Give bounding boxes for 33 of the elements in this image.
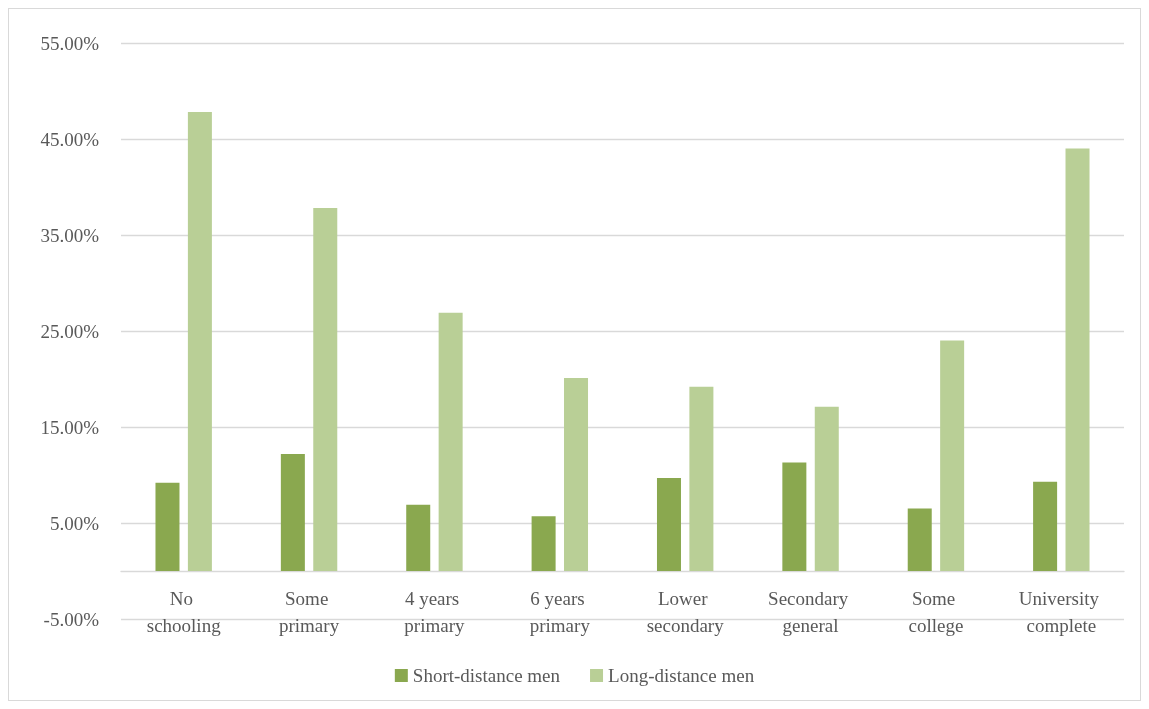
bar [155, 482, 180, 571]
x-tick-label: Some college [908, 587, 964, 636]
bar [564, 378, 589, 571]
y-tick-label: 45.00% [40, 128, 100, 150]
y-tick-label: 35.00% [40, 224, 100, 246]
bar [280, 453, 305, 571]
x-tick-label: University complete [1018, 587, 1104, 636]
legend-label: Long-distance men [608, 665, 755, 686]
y-tick-label: 25.00% [40, 320, 100, 342]
bar [656, 477, 681, 571]
y-tick-label: 5.00% [49, 512, 100, 534]
x-tick-label: Secondary general [768, 587, 854, 636]
x-tick-label: 6 years primary [529, 587, 591, 636]
bar [313, 208, 338, 571]
bar [782, 462, 807, 571]
y-tick-label: -5.00% [43, 608, 100, 630]
bar [406, 504, 431, 571]
bar [531, 516, 556, 571]
bar [438, 312, 463, 571]
bar [940, 340, 965, 571]
x-tick-label: 4 years primary [404, 587, 465, 636]
y-tick-label: 15.00% [40, 416, 100, 438]
x-tick-label: Lower secondary [646, 587, 725, 636]
y-tick-label: 55.00% [40, 32, 100, 54]
bar [1033, 481, 1058, 571]
legend-label: Short-distance men [412, 665, 561, 686]
x-tick-label: No schooling [146, 587, 222, 636]
bar [689, 386, 714, 571]
bar [814, 406, 839, 571]
bar [907, 508, 932, 571]
x-tick-label: Some primary [278, 587, 340, 636]
bar [1065, 148, 1090, 571]
bar [187, 112, 212, 571]
